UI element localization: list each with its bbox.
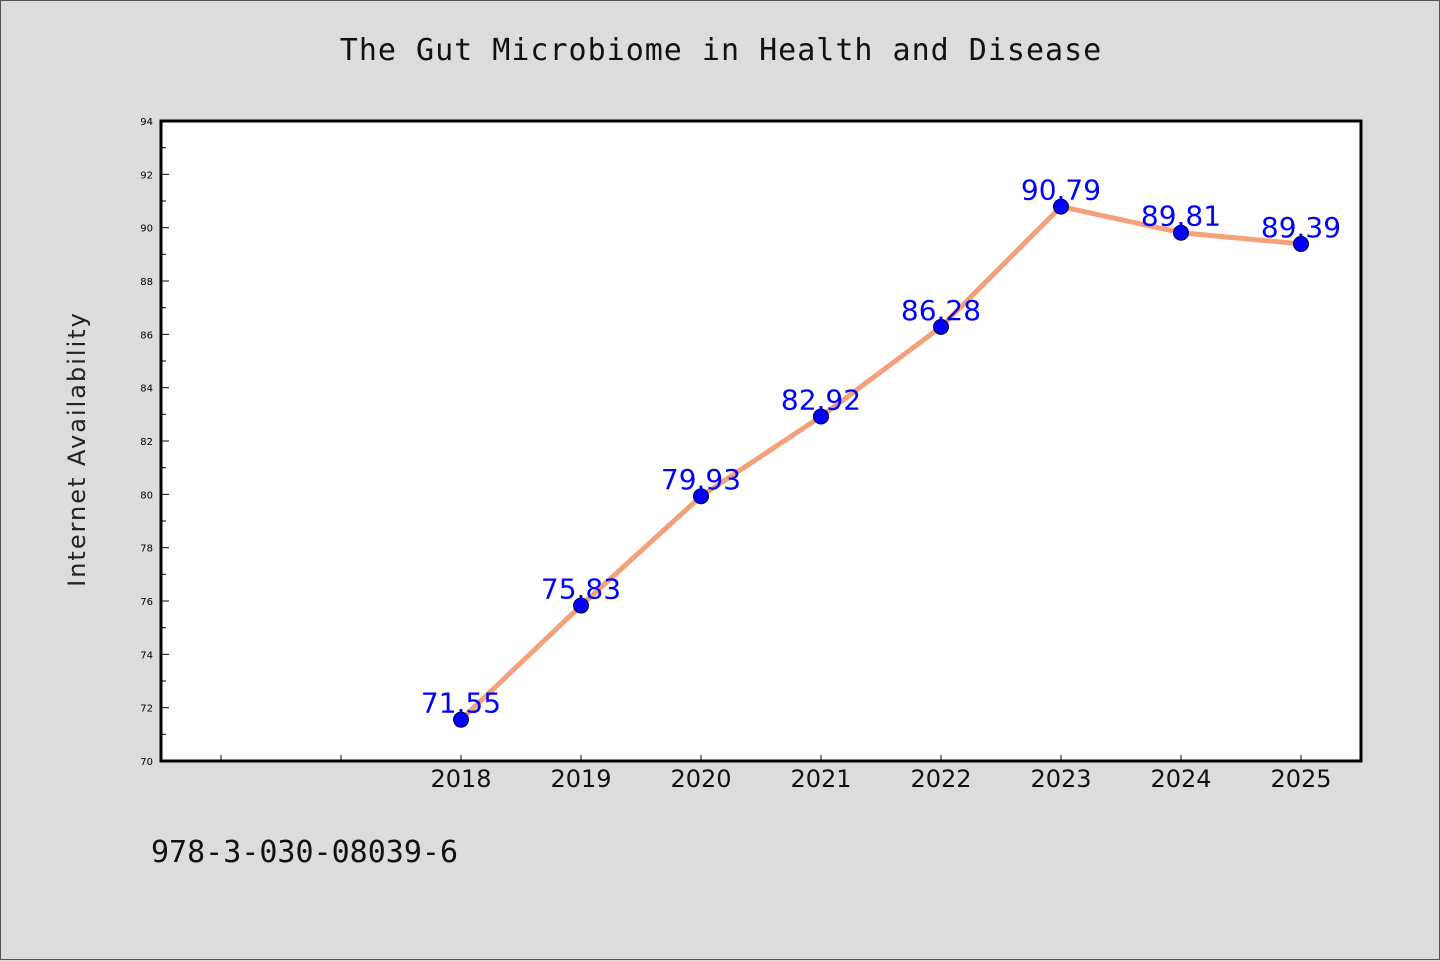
y-tick-label: 76 bbox=[140, 597, 153, 608]
x-tick-label: 2018 bbox=[430, 765, 491, 793]
y-tick-label: 78 bbox=[140, 544, 153, 555]
x-tick-label: 2020 bbox=[670, 765, 731, 793]
y-tick-label: 80 bbox=[140, 490, 153, 501]
y-tick-label: 82 bbox=[140, 437, 153, 448]
y-tick-label: 90 bbox=[140, 224, 153, 235]
data-label: 90.79 bbox=[1021, 174, 1101, 207]
y-tick-label: 74 bbox=[140, 650, 153, 661]
data-point bbox=[453, 711, 469, 728]
data-point bbox=[693, 488, 709, 505]
x-tick-label: 2019 bbox=[550, 765, 611, 793]
x-tick-label: 2025 bbox=[1270, 765, 1331, 793]
data-label: 89.39 bbox=[1261, 211, 1341, 244]
data-point bbox=[1293, 235, 1309, 252]
data-label: 79.93 bbox=[661, 463, 741, 496]
chart-title: The Gut Microbiome in Health and Disease bbox=[339, 33, 1103, 68]
isbn-label: 978-3-030-08039-6 bbox=[151, 835, 459, 870]
data-point bbox=[1053, 198, 1069, 215]
y-tick-label: 94 bbox=[140, 117, 153, 128]
data-point bbox=[933, 318, 949, 335]
data-point bbox=[813, 408, 829, 425]
data-label: 86.28 bbox=[901, 294, 981, 327]
series-line bbox=[458, 204, 1304, 723]
y-tick-label: 92 bbox=[140, 170, 153, 181]
x-tick-label: 2024 bbox=[1150, 765, 1211, 793]
y-tick-label: 72 bbox=[140, 704, 153, 715]
x-tick-label: 2021 bbox=[790, 765, 851, 793]
data-label: 75.83 bbox=[541, 573, 621, 606]
data-point bbox=[1173, 224, 1189, 241]
y-tick-label: 70 bbox=[140, 757, 153, 768]
data-label: 89.81 bbox=[1141, 200, 1221, 233]
x-tick-label: 2022 bbox=[910, 765, 971, 793]
y-tick-label: 86 bbox=[140, 330, 153, 341]
y-tick-label: 84 bbox=[140, 384, 153, 395]
data-label: 71.55 bbox=[421, 687, 501, 720]
data-label: 82.92 bbox=[781, 383, 861, 416]
x-tick-label: 2023 bbox=[1030, 765, 1091, 793]
data-point bbox=[573, 597, 589, 614]
y-tick-label: 88 bbox=[140, 277, 153, 288]
